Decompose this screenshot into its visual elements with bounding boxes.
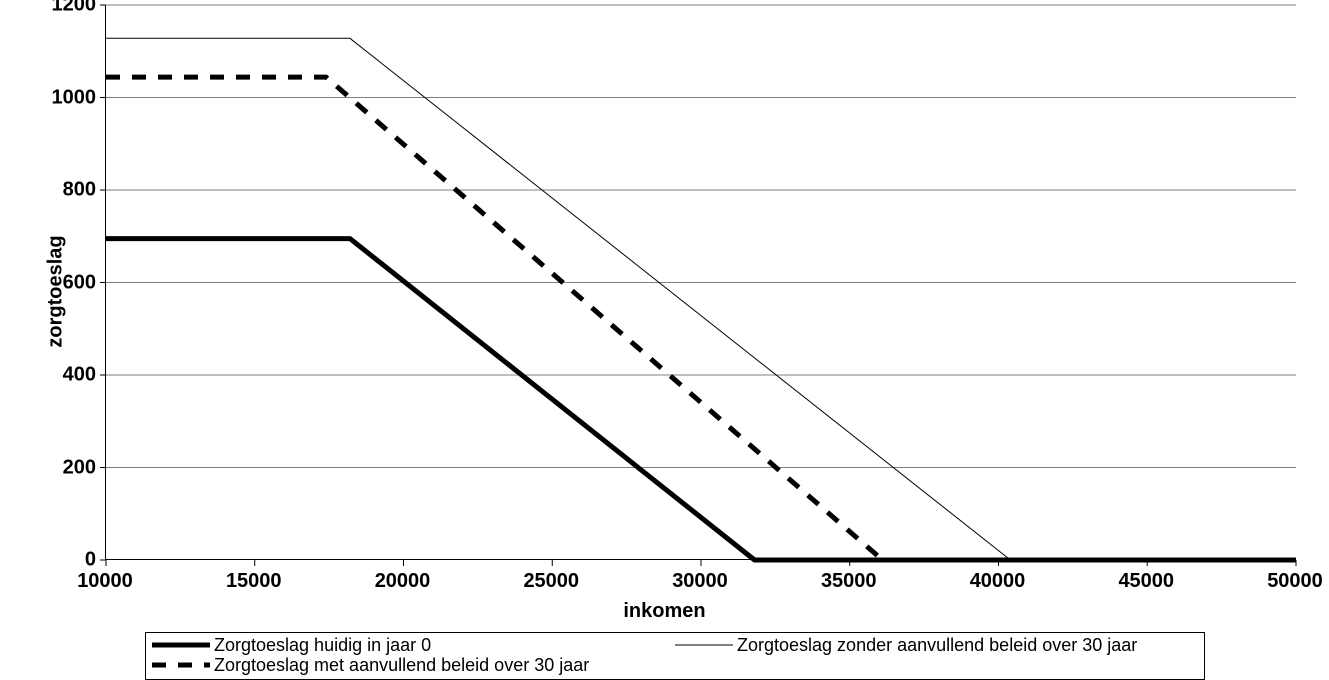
plot-area	[105, 5, 1295, 560]
x-tick-label: 40000	[970, 570, 1026, 593]
y-tick-label: 1200	[16, 0, 96, 17]
series-zonder	[106, 38, 1296, 560]
legend-swatch-huidig	[152, 636, 210, 654]
x-axis-title: inkomen	[0, 600, 1329, 623]
legend-label-met: Zorgtoeslag met aanvullend beleid over 3…	[214, 655, 589, 675]
x-tick-label: 35000	[821, 570, 877, 593]
legend: Zorgtoeslag huidig in jaar 0Zorgtoeslag …	[145, 632, 1205, 680]
x-tick-label: 45000	[1118, 570, 1174, 593]
y-tick-label: 200	[16, 456, 96, 479]
x-tick-label: 30000	[672, 570, 728, 593]
y-tick-label: 1000	[16, 86, 96, 109]
legend-item-huidig: Zorgtoeslag huidig in jaar 0	[152, 635, 675, 655]
y-tick-label: 800	[16, 179, 96, 202]
legend-item-met: Zorgtoeslag met aanvullend beleid over 3…	[152, 655, 675, 675]
series-met	[106, 77, 1296, 560]
chart-svg	[106, 5, 1296, 560]
x-tick-label: 20000	[375, 570, 431, 593]
legend-label-zonder: Zorgtoeslag zonder aanvullend beleid ove…	[737, 635, 1137, 655]
legend-label-huidig: Zorgtoeslag huidig in jaar 0	[214, 635, 431, 655]
y-tick-label: 0	[16, 549, 96, 572]
x-tick-label: 10000	[77, 570, 133, 593]
x-tick-label: 25000	[523, 570, 579, 593]
legend-item-zonder: Zorgtoeslag zonder aanvullend beleid ove…	[675, 635, 1198, 655]
zorgtoeslag-chart: zorgtoeslag inkomen Zorgtoeslag huidig i…	[0, 0, 1329, 679]
legend-item-empty	[675, 655, 1198, 675]
x-tick-label: 15000	[226, 570, 282, 593]
y-tick-label: 600	[16, 271, 96, 294]
legend-swatch-zonder	[675, 636, 733, 654]
x-tick-label: 50000	[1267, 570, 1323, 593]
y-tick-label: 400	[16, 364, 96, 387]
legend-swatch-met	[152, 656, 210, 674]
